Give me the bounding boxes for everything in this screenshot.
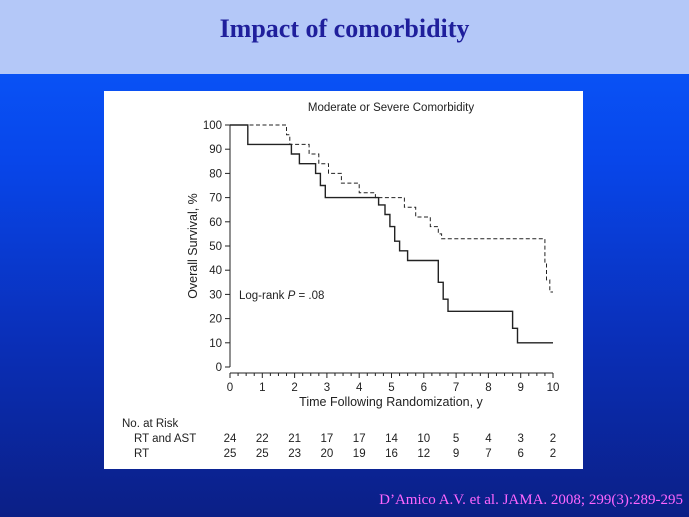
logrank-value: = .08 [295, 290, 324, 302]
y-tick-label-30: 30 [209, 289, 222, 301]
risk-value-rt-0: 25 [224, 448, 237, 460]
risk-value-rt-ast-2: 21 [288, 433, 301, 445]
risk-value-rt-ast-8: 4 [485, 433, 492, 445]
risk-row-label-rt-ast: RT and AST [134, 433, 196, 445]
x-axis-label: Time Following Randomization, y [299, 395, 483, 409]
x-tick-label-3: 3 [324, 382, 330, 394]
logrank-annotation: Log-rank P = .08 [239, 290, 324, 302]
x-tick-label-1: 1 [259, 382, 265, 394]
risk-value-rt-5: 16 [385, 448, 398, 460]
risk-value-rt-ast-1: 22 [256, 433, 269, 445]
risk-value-rt-3: 20 [321, 448, 334, 460]
risk-value-rt-ast-0: 24 [224, 433, 237, 445]
y-tick-label-10: 10 [209, 338, 222, 350]
x-tick-label-10: 10 [547, 382, 560, 394]
risk-value-rt-ast-7: 5 [453, 433, 459, 445]
risk-row-label-rt: RT [134, 448, 149, 460]
x-tick-label-8: 8 [485, 382, 491, 394]
risk-value-rt-ast-5: 14 [385, 433, 398, 445]
x-tick-label-9: 9 [517, 382, 523, 394]
y-tick-label-50: 50 [209, 241, 222, 253]
x-tick-label-6: 6 [421, 382, 427, 394]
y-tick-label-80: 80 [209, 168, 222, 180]
risk-value-rt-ast-3: 17 [321, 433, 334, 445]
x-tick-label-4: 4 [356, 382, 363, 394]
risk-value-rt-7: 9 [453, 448, 459, 460]
risk-value-rt-8: 7 [485, 448, 491, 460]
logrank-p: P [288, 290, 296, 302]
risk-value-rt-ast-9: 3 [517, 433, 523, 445]
risk-value-rt-6: 12 [417, 448, 430, 460]
risk-value-rt-ast-4: 17 [353, 433, 366, 445]
y-tick-label-20: 20 [209, 314, 222, 326]
citation: D’Amico A.V. et al. JAMA. 2008; 299(3):2… [379, 492, 683, 508]
series-rt-and-ast-curve [230, 124, 553, 293]
y-tick-label-60: 60 [209, 217, 222, 229]
x-tick-label-5: 5 [388, 382, 394, 394]
km-chart: Moderate or Severe Comorbidity Overall S… [122, 102, 560, 460]
y-tick-label-90: 90 [209, 144, 222, 156]
y-axis-label: Overall Survival, % [186, 193, 200, 299]
y-tick-label-0: 0 [216, 362, 222, 374]
x-tick-label-2: 2 [291, 382, 297, 394]
figure-panel: Moderate or Severe Comorbidity Overall S… [104, 91, 583, 469]
y-tick-label-70: 70 [209, 193, 222, 205]
risk-value-rt-1: 25 [256, 448, 269, 460]
risk-value-rt-9: 6 [517, 448, 523, 460]
risk-value-rt-10: 2 [550, 448, 556, 460]
chart-title: Moderate or Severe Comorbidity [308, 102, 474, 114]
y-tick-label-40: 40 [209, 265, 222, 277]
risk-value-rt-ast-10: 2 [550, 433, 556, 445]
x-tick-label-7: 7 [453, 382, 459, 394]
risk-table-header: No. at Risk [122, 418, 178, 430]
slide-title: Impact of comorbidity [219, 14, 470, 43]
risk-value-rt-ast-6: 10 [417, 433, 430, 445]
x-tick-label-0: 0 [227, 382, 233, 394]
series-rt-curve [230, 124, 553, 344]
risk-value-rt-2: 23 [288, 448, 301, 460]
logrank-prefix: Log-rank [239, 290, 288, 302]
y-tick-label-100: 100 [203, 120, 222, 132]
risk-value-rt-4: 19 [353, 448, 366, 460]
title-band [0, 0, 689, 74]
